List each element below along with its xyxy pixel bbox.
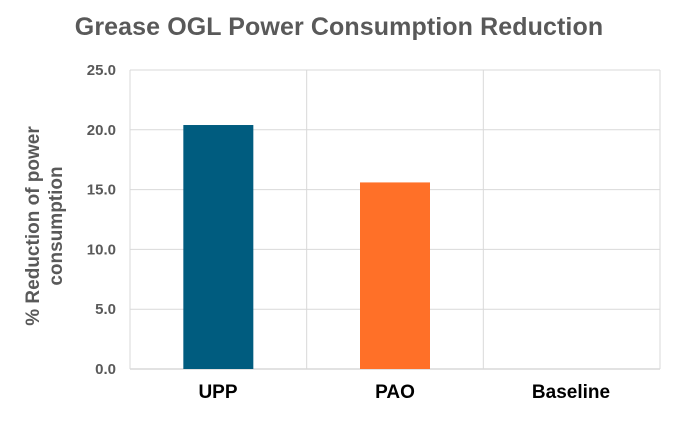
y-tick-label-3: 15.0 [87,182,116,199]
y-axis-label-line-1: % Reduction of power [23,126,44,326]
y-axis-label-line-2: consumption [46,166,67,285]
x-tick-label-baseline: Baseline [531,382,611,403]
y-axis-label: % Reduction of power consumption [14,116,74,336]
x-tick-label-pao: PAO [375,382,415,403]
y-tick-label-2: 10.0 [87,241,116,258]
y-tick-label-5: 25.0 [87,62,116,79]
y-tick-label-1: 5.0 [95,301,116,318]
y-tick-label-0: 0.0 [95,361,116,378]
x-tick-label-upp: UPP [198,382,238,403]
chart-title: Grease OGL Power Consumption Reduction [74,13,604,41]
y-axis-label-svg: % Reduction of power consumption [23,126,67,326]
bar-pao [360,182,430,369]
bar-upp [183,125,254,370]
y-tick-label-4: 20.0 [87,122,116,139]
